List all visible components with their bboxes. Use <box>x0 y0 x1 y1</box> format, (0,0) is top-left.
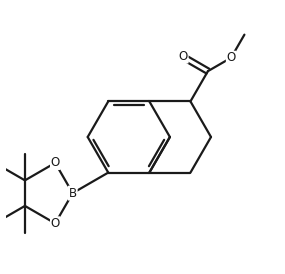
Text: O: O <box>226 51 236 64</box>
Text: O: O <box>179 50 188 63</box>
Text: O: O <box>50 217 60 230</box>
Text: B: B <box>69 187 77 200</box>
Text: O: O <box>50 156 60 169</box>
